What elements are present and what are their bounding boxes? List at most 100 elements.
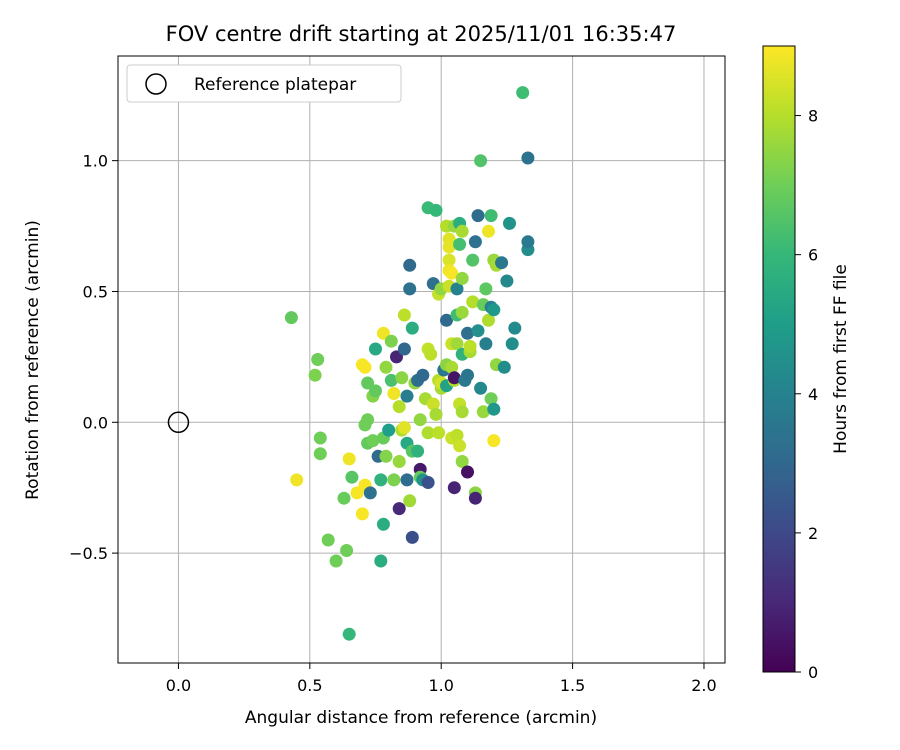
data-point (500, 274, 514, 288)
data-point (337, 491, 351, 505)
data-point (445, 360, 459, 374)
colorbar (762, 45, 796, 673)
data-point (487, 402, 501, 416)
data-point (453, 439, 467, 453)
colorbar-tick-label: 0 (808, 663, 818, 682)
data-point (484, 209, 498, 223)
data-point (461, 326, 474, 340)
data-point (403, 494, 417, 508)
data-point (405, 530, 419, 544)
data-point (361, 413, 375, 427)
data-point (466, 253, 480, 267)
colorbar-label: Hours from first FF file (831, 264, 851, 454)
data-point (466, 295, 480, 309)
data-point (445, 266, 459, 280)
data-point (495, 256, 509, 270)
data-point (329, 554, 343, 568)
data-point (376, 517, 390, 531)
data-point (482, 224, 495, 238)
colorbar-tick-label: 8 (808, 107, 818, 126)
chart-title: FOV centre drift starting at 2025/11/01 … (166, 22, 677, 46)
data-point (450, 282, 464, 296)
data-point (387, 473, 401, 487)
data-point (379, 360, 393, 374)
data-point (350, 486, 364, 500)
x-axis-label: Angular distance from reference (arcmin) (245, 708, 597, 728)
data-point (416, 368, 430, 382)
legend-box (126, 64, 402, 103)
data-point (374, 473, 388, 487)
data-point (403, 282, 417, 296)
data-point (421, 476, 435, 489)
data-point (382, 423, 396, 437)
data-point (361, 376, 375, 390)
data-point (400, 389, 414, 403)
grid-lines (118, 56, 725, 663)
data-point (463, 339, 477, 353)
data-point (442, 253, 456, 267)
data-point (400, 473, 414, 487)
data-point (345, 470, 359, 484)
colorbar-tick-label: 4 (808, 385, 818, 404)
colorbar-tick-label: 6 (808, 246, 818, 265)
data-point (447, 371, 461, 385)
data-point (405, 321, 419, 335)
data-point (384, 334, 398, 348)
data-point (342, 452, 356, 466)
x-tick-label: 0.0 (166, 676, 191, 695)
data-point (366, 434, 380, 448)
data-point (455, 271, 469, 285)
data-point (521, 151, 535, 165)
data-point (426, 397, 440, 411)
data-point (421, 426, 435, 440)
data-point (471, 209, 485, 223)
data-point (321, 533, 335, 547)
data-point (313, 447, 327, 461)
data-point (474, 381, 488, 395)
data-point (429, 407, 443, 421)
data-point (379, 449, 393, 463)
x-tick-label: 0.5 (297, 676, 322, 695)
data-point (392, 455, 406, 468)
data-point (476, 405, 490, 419)
data-point (384, 373, 398, 387)
data-point (284, 311, 298, 325)
y-axis-ticks: −0.5 0.0 0.5 1.0 (69, 152, 118, 563)
y-tick-label: 1.0 (83, 152, 108, 171)
data-point (497, 360, 511, 374)
data-point (355, 507, 369, 521)
data-point (455, 405, 469, 419)
data-point (413, 413, 427, 427)
data-point (468, 491, 482, 505)
data-point (482, 313, 495, 327)
x-tick-label: 1.0 (428, 676, 453, 695)
y-tick-label: 0.5 (83, 282, 108, 301)
data-points (284, 86, 535, 641)
x-tick-label: 2.0 (691, 676, 716, 695)
plot-frame (117, 55, 726, 664)
data-point (397, 342, 411, 356)
data-point (484, 392, 498, 406)
data-point (376, 326, 390, 340)
data-point (505, 337, 519, 351)
data-point (403, 258, 417, 272)
data-point (387, 387, 401, 400)
reference-platepar-marker (167, 411, 190, 434)
data-point (390, 350, 403, 364)
legend-label: Reference platepar (194, 75, 356, 95)
data-point (508, 321, 522, 335)
data-point (340, 544, 354, 557)
data-point (369, 342, 382, 356)
data-point (450, 337, 464, 351)
data-point (440, 313, 453, 327)
data-point (468, 235, 482, 249)
data-point (461, 465, 474, 479)
data-point (447, 481, 461, 495)
data-point (487, 434, 501, 448)
data-point (479, 337, 493, 351)
colorbar-tick-label: 2 (808, 524, 818, 543)
x-tick-label: 1.5 (560, 676, 585, 695)
data-point (455, 224, 469, 238)
data-point (313, 431, 327, 445)
